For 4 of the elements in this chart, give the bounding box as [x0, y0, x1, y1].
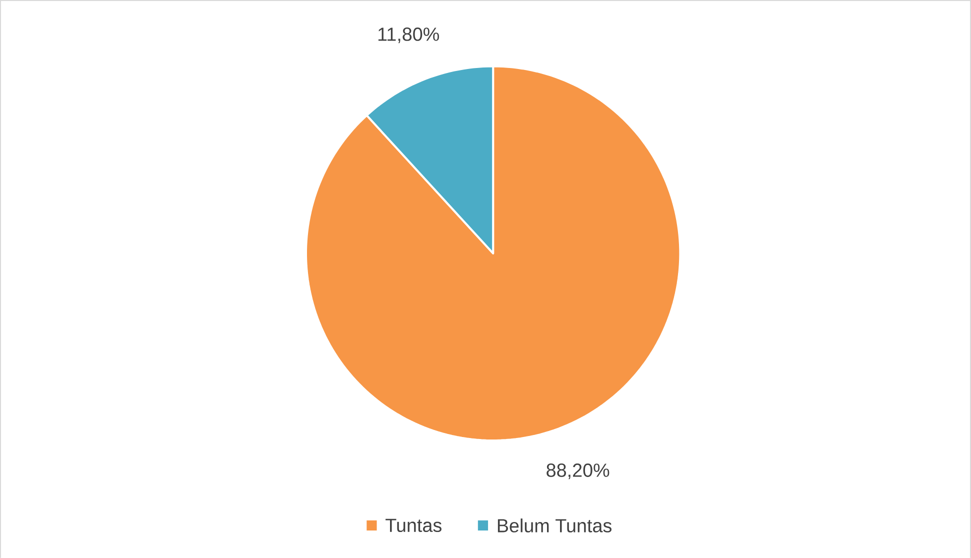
- data-label: 88,20%: [546, 463, 610, 480]
- legend-label: Tuntas: [386, 518, 442, 532]
- data-label: 11,80%: [378, 27, 439, 43]
- legend-label: Belum Tuntas: [498, 518, 612, 532]
